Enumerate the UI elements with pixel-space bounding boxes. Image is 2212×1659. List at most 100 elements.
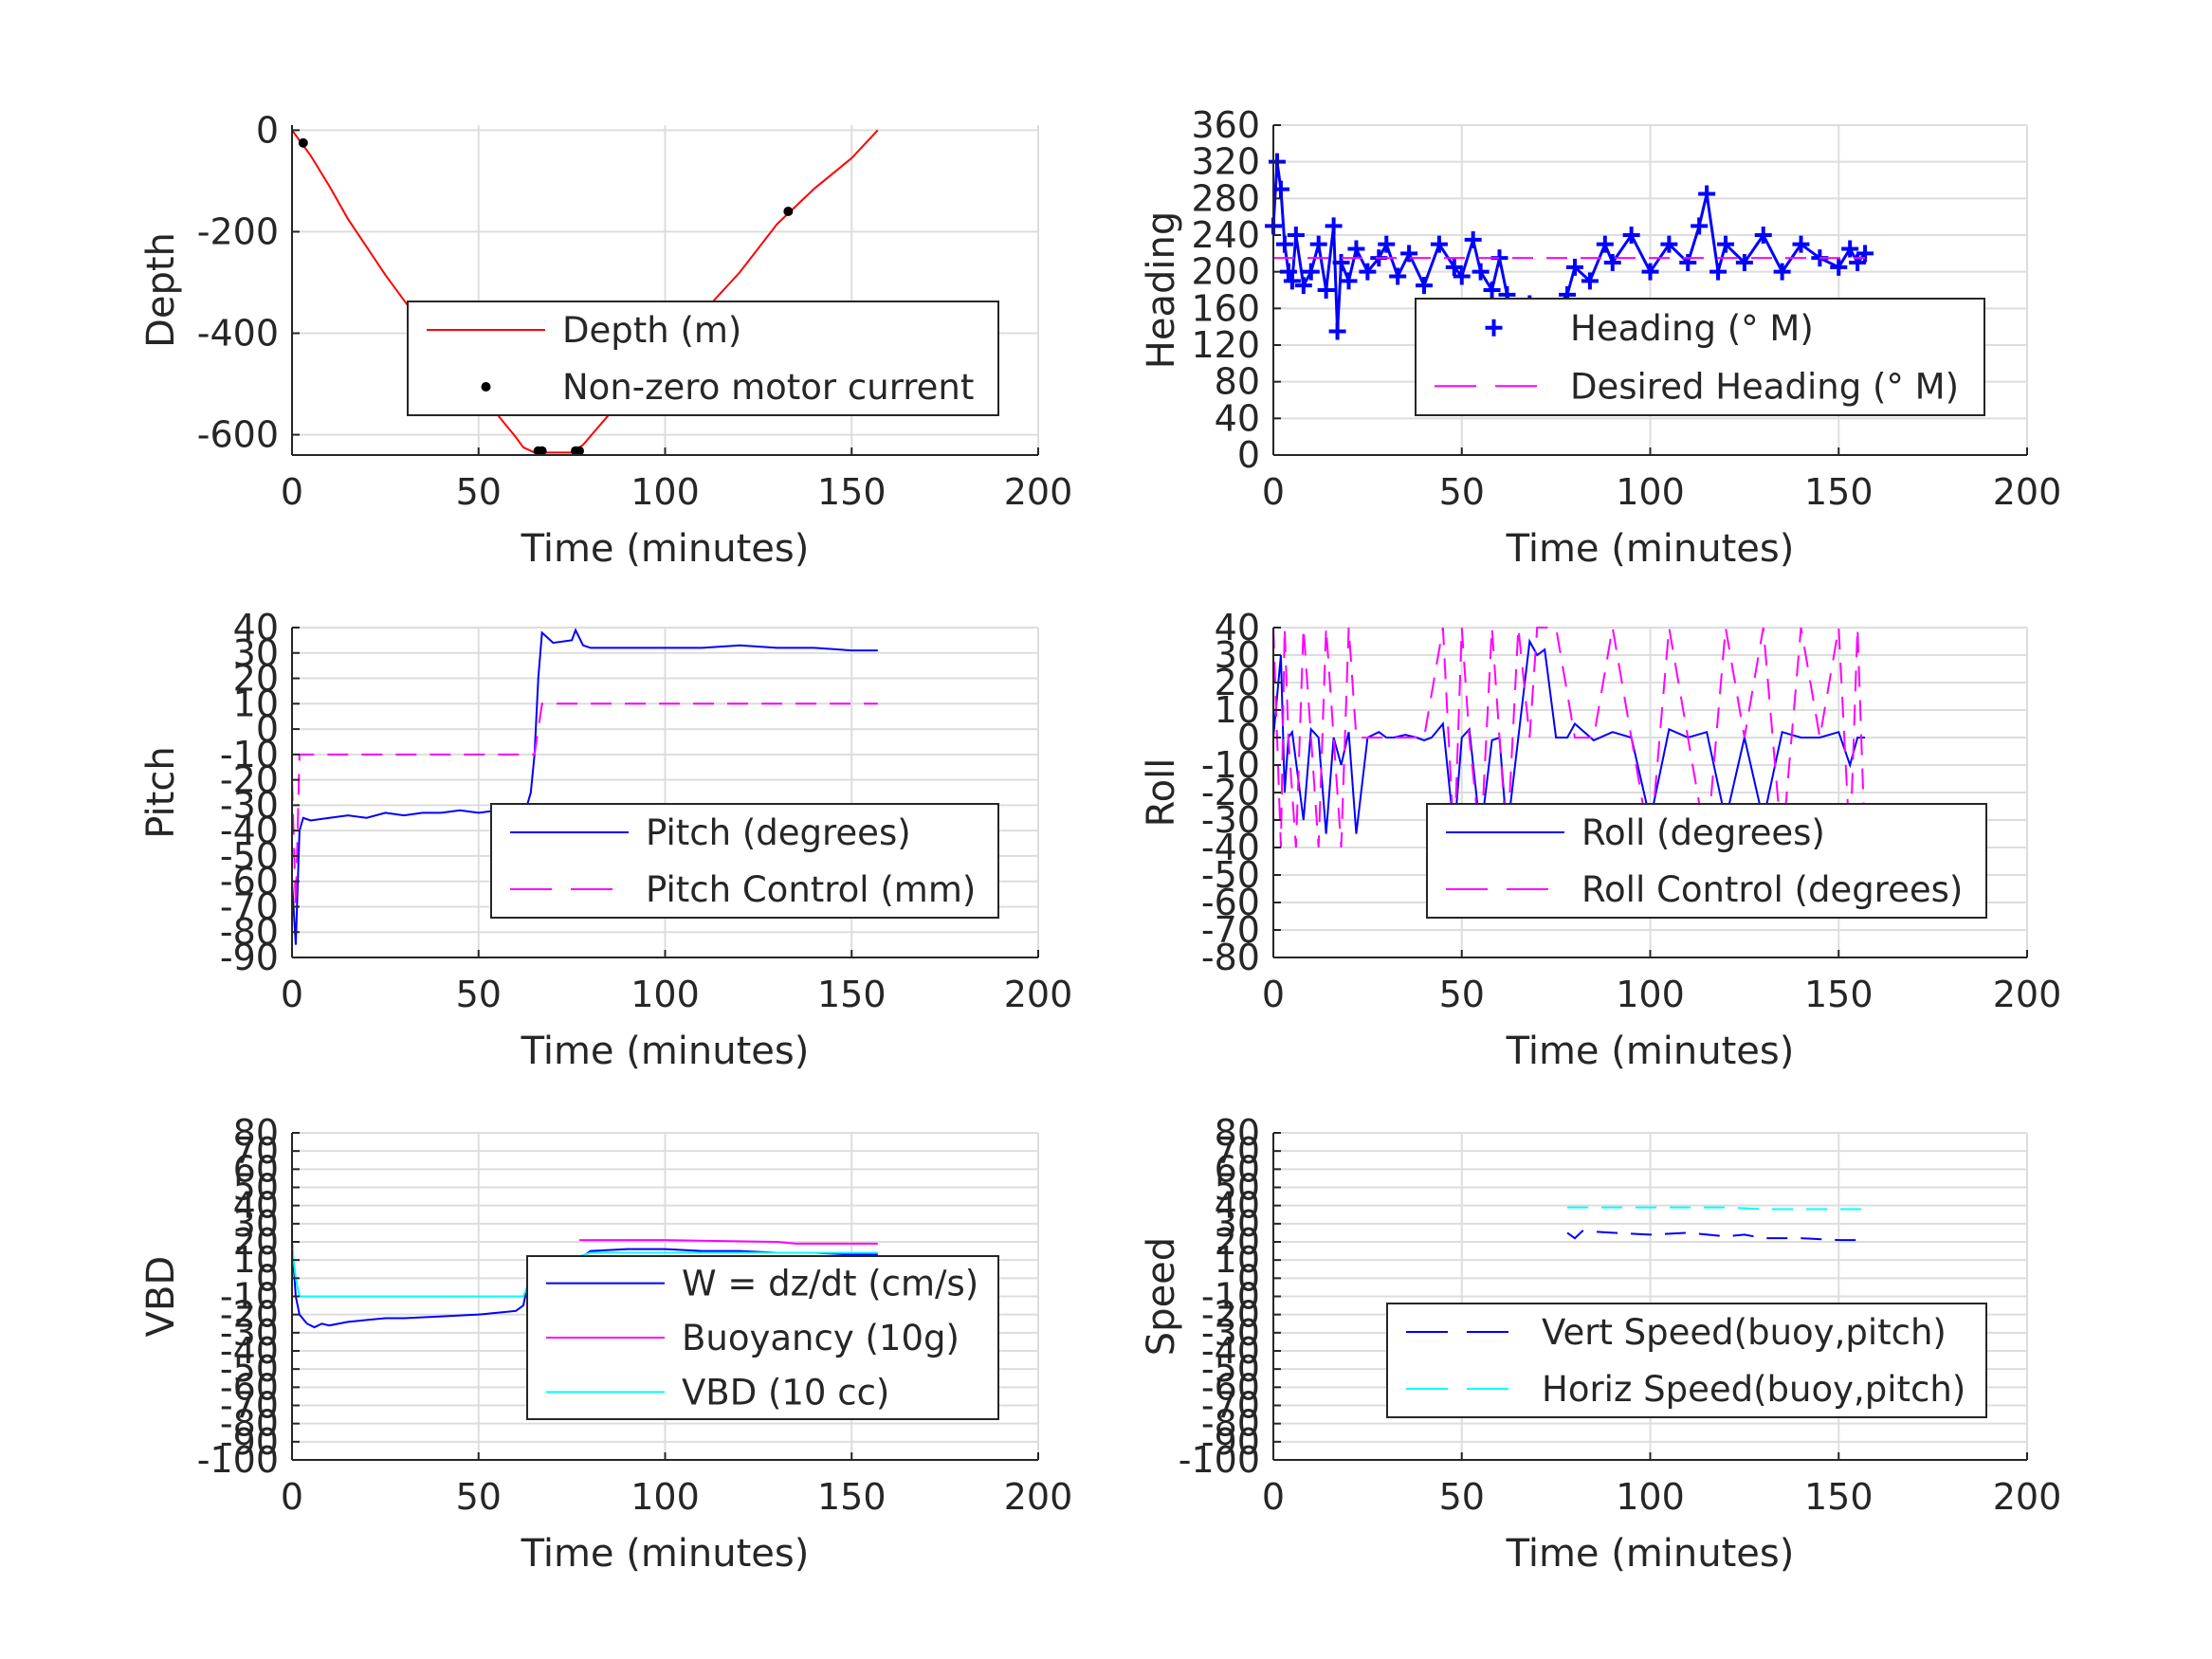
y-tick-label: 40 [233,607,279,648]
y-tick-label: 30 [233,1203,279,1245]
y-tick-label: 30 [233,632,279,674]
y-tick-label: 160 [1191,287,1260,329]
y-tick-label: 70 [233,1130,279,1172]
y-tick-label: 10 [1215,1239,1260,1281]
x-tick-label: 50 [456,974,502,1015]
y-tick-label: 20 [233,1221,279,1263]
legend: Heading (° M) Desired Heading (° M) [1415,298,1985,416]
y-tick-label: 80 [1215,361,1260,403]
x-tick-label: 200 [1993,1476,2062,1518]
legend-label: W = dz/dt (cm/s) [682,1264,978,1304]
legend-label: Vert Speed(buoy,pitch) [1542,1312,1947,1353]
y-axis-label: Roll [1140,758,1183,828]
y-tick-label: -80 [220,1403,279,1445]
y-tick-label: -70 [1201,909,1260,951]
y-tick-label: -40 [220,1330,279,1372]
y-tick-label: 60 [1215,1148,1260,1190]
x-tick-label: 200 [1993,974,2062,1015]
x-tick-label: 50 [1439,471,1485,513]
y-tick-label: -80 [220,911,279,953]
y-tick-label: -80 [1201,937,1260,978]
y-tick-label: 10 [233,683,279,724]
x-tick-label: 100 [631,471,700,513]
y-tick-label: -50 [1201,1348,1260,1390]
x-tick-label: 50 [1439,1476,1485,1518]
legend-box [1426,803,1987,919]
x-axis-label: Time (minutes) [521,1030,810,1073]
y-tick-label: -30 [1201,1312,1260,1354]
y-tick-label: 0 [1237,434,1260,476]
y-tick-label: 0 [1237,1257,1260,1299]
y-axis-label: Speed [1140,1237,1183,1356]
x-tick-label: 100 [1616,471,1685,513]
y-tick-label: 40 [1215,1185,1260,1227]
y-axis-label: Depth [139,232,183,348]
x-tick-label: 0 [1262,1476,1285,1518]
y-tick-label: 240 [1191,214,1260,256]
y-tick-label: -20 [1201,772,1260,813]
legend-label: Roll Control (degrees) [1581,869,1963,910]
legend: W = dz/dt (cm/s) Buoyancy (10g) VBD (10 cc… [526,1255,999,1420]
y-tick-label: -90 [220,1421,279,1463]
legend-label: Pitch Control (mm) [646,869,976,910]
legend: Roll (degrees) Roll Control (degrees) [1426,803,1987,919]
subplot-depth: 0 50 100 150 200 0 -200 -400 -600 Time (minutes) D… [139,109,1072,571]
x-tick-label: 200 [1004,471,1073,513]
y-tick-label: -30 [220,784,279,826]
y-tick-label: 50 [233,1167,279,1209]
legend-label: Heading (° M) [1570,308,1814,349]
y-axis-label: Heading [1140,211,1183,369]
y-tick-label: 280 [1191,177,1260,219]
y-tick-label: 360 [1191,104,1260,146]
x-tick-label: 150 [1804,471,1874,513]
y-tick-label: -10 [1201,744,1260,786]
subplot-vbd: 0 50 100 150 200-100-90-80-70-60-50-40-30-20… [139,1112,1072,1576]
y-tick-label: -50 [1201,854,1260,896]
y-tick-label: -90 [1201,1421,1260,1463]
y-tick-label: -40 [1201,827,1260,868]
series-line-1 [1272,627,1867,848]
x-tick-label: 100 [1616,974,1685,1015]
y-tick-label: -70 [1201,1385,1260,1427]
subplot-roll: 0 50 100 150 200-80-70-60-50-40-30-20-100102… [1140,607,2061,1073]
legend-label: Non-zero motor current [562,367,974,408]
legend-marker [1485,319,1503,337]
x-tick-label: 200 [1993,471,2062,513]
y-tick-label: -80 [1201,1403,1260,1445]
x-tick-label: 50 [456,471,502,513]
subplot-heading: 0 50 100 150 20004080120160200240280320360Ti… [1140,104,2061,571]
y-tick-label: -20 [1201,1294,1260,1336]
motor-current-point [537,446,547,456]
y-tick-label: -50 [220,835,279,877]
y-tick-label: 320 [1191,141,1260,183]
y-tick-label: 120 [1191,324,1260,366]
legend-label: Horiz Speed(buoy,pitch) [1542,1369,1965,1410]
motor-current-point [298,137,308,148]
x-tick-label: 200 [1004,1476,1073,1518]
y-tick-label: -100 [1179,1439,1260,1481]
y-tick-label: -90 [220,937,279,978]
series-line-0 [1566,1230,1866,1242]
y-tick-label: 10 [233,1239,279,1281]
y-tick-label: 30 [1215,634,1260,676]
x-tick-label: 50 [456,1476,502,1518]
x-tick-label: 150 [1804,974,1874,1015]
subplot-speed: 0 50 100 150 200-100-90-80-70-60-50-40-30-20… [1140,1112,2061,1576]
series-line-0 [291,129,879,454]
y-tick-label: -10 [220,1276,279,1318]
y-tick-label: -30 [1201,799,1260,841]
motor-current-point [783,207,794,217]
x-tick-label: 100 [1616,1476,1685,1518]
y-tick-label: 30 [1215,1203,1260,1245]
series-line-1 [1567,1206,1866,1211]
y-tick-label: -60 [220,1366,279,1408]
x-tick-label: 200 [1004,974,1073,1015]
y-tick-label: 40 [1215,397,1260,439]
x-tick-label: 150 [817,974,887,1015]
motor-current-point [574,446,584,456]
y-tick-label: -400 [197,313,279,355]
x-tick-label: 0 [281,1476,303,1518]
y-tick-label: 10 [1215,689,1260,731]
y-tick-label: -40 [220,810,279,851]
